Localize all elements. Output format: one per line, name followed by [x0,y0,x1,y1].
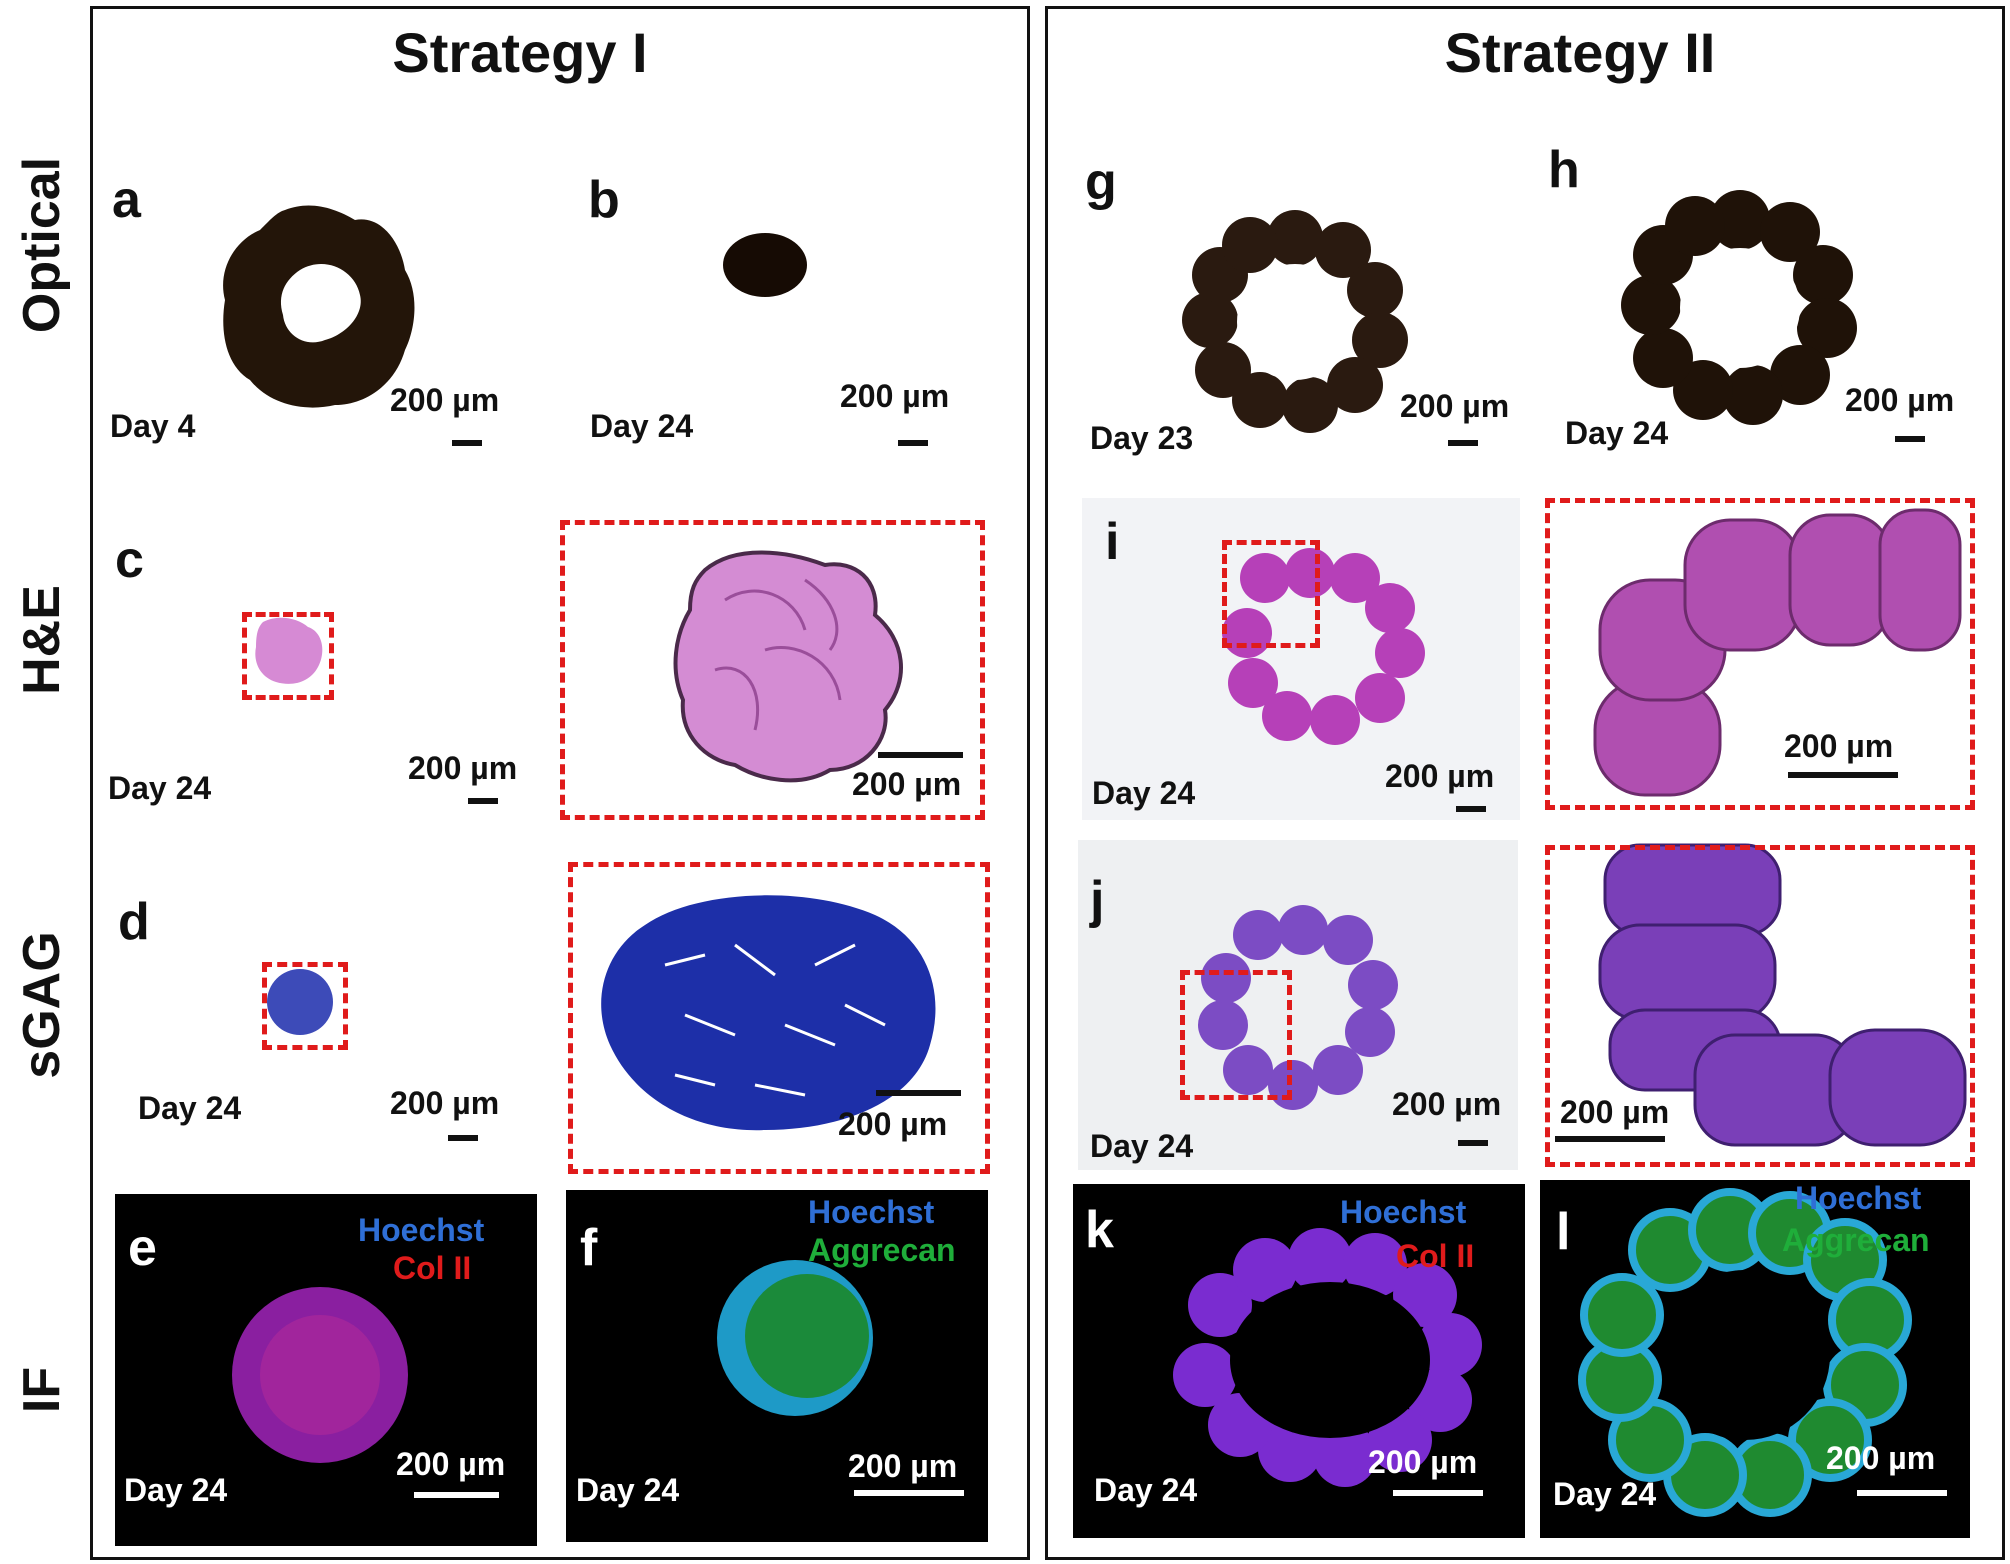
panel-d-scalebar [448,1135,478,1141]
panel-j-zoom-scale-label: 200 µm [1560,1094,1670,1130]
row-label-sgag: sGAG [13,931,71,1079]
panel-j-zoom-image [1598,843,1967,1147]
panel-a-scalebar [452,440,482,446]
panel-l-letter: l [1556,1203,1571,1261]
panel-k-scale-label: 200 µm [1368,1444,1478,1480]
panel-d-scale-label: 200 µm [390,1085,500,1121]
panel-l-scale-label: 200 µm [1826,1440,1936,1476]
panel-d-zoom-scale-label: 200 µm [838,1106,948,1142]
panel-c-zoom-scale-label: 200 µm [852,766,962,802]
panel-h-letter: h [1548,141,1580,199]
panel-g-scalebar [1448,440,1478,446]
panel-b-letter: b [588,171,620,229]
panel-f-scale-label: 200 µm [848,1448,958,1484]
panel-g-image [1182,210,1408,433]
panel-f-stain-aggrecan: Aggrecan [808,1232,956,1268]
panel-k-image [1173,1228,1482,1487]
panel-d-zoom-scalebar [876,1090,961,1096]
panel-d-letter: d [118,893,150,951]
panel-e-stain-col-ii: Col II [393,1250,472,1286]
panel-e-day: Day 24 [124,1472,228,1508]
panel-l-day: Day 24 [1553,1476,1657,1512]
panel-i-scalebar [1456,806,1486,812]
panel-c-scale-label: 200 µm [408,750,518,786]
panel-j-day: Day 24 [1090,1128,1194,1164]
panel-a-image [223,205,415,408]
panel-d-image [267,969,333,1035]
panel-l-stain-aggrecan: Aggrecan [1782,1222,1930,1258]
panel-c-day: Day 24 [108,770,212,806]
panel-c-letter: c [115,531,144,589]
panel-j-letter: j [1090,871,1105,929]
panel-c-image [255,617,323,684]
panel-j-selection-box [1180,970,1292,1100]
panel-e-image [232,1287,408,1463]
panel-l-stain-hoechst: Hoechst [1795,1180,1922,1216]
panel-j-scalebar [1458,1140,1488,1146]
panel-e-letter: e [128,1219,157,1277]
panel-c-zoom-scalebar [878,752,963,758]
strategy-two-title: Strategy II [1444,21,1716,84]
panel-g-scale-label: 200 µm [1400,388,1510,424]
panel-f-stain-hoechst: Hoechst [808,1194,935,1230]
panel-i-zoom-image [1593,508,1962,797]
panel-e-scalebar [414,1492,499,1498]
panel-c-zoom-image [673,550,903,783]
panel-i-zoom-scalebar [1788,772,1898,778]
panel-b-day: Day 24 [590,408,694,444]
panel-i-selection-box [1222,540,1320,648]
panel-k-scalebar [1393,1490,1483,1496]
panel-b-scalebar [898,440,928,446]
panel-d-selection-box [262,962,348,1050]
panel-b-scale-label: 200 µm [840,378,950,414]
panel-c-selection-box [242,612,334,700]
panel-j-scale-label: 200 µm [1392,1086,1502,1122]
panel-i-zoom-box [1545,498,1975,810]
panel-e-stain-hoechst: Hoechst [358,1212,485,1248]
panel-c-scalebar [468,798,498,804]
panel-i-day: Day 24 [1092,775,1196,811]
panel-f-letter: f [580,1219,598,1277]
panel-f-day: Day 24 [576,1472,680,1508]
panel-i-zoom-scale-label: 200 µm [1784,728,1894,764]
panel-h-scalebar [1895,436,1925,442]
strategy-one-title: Strategy I [392,21,648,84]
panel-k-stain-col-ii: Col II [1396,1238,1475,1274]
panel-a-scale-label: 200 µm [390,382,500,418]
panel-b-image [723,233,807,297]
strategy-two-frame [1045,6,2005,1560]
panel-f-scalebar [854,1490,964,1496]
panel-d-day: Day 24 [138,1090,242,1126]
panel-a-letter: a [112,171,141,229]
panel-l-scalebar [1857,1490,1947,1496]
panel-k-day: Day 24 [1094,1472,1198,1508]
panel-i-scale-label: 200 µm [1385,758,1495,794]
panel-h-day: Day 24 [1565,415,1669,451]
panel-h-image [1621,190,1857,425]
panel-i-letter: i [1105,513,1120,571]
row-label-he: H&E [13,585,71,695]
panel-f-image [717,1260,873,1416]
panel-j-image [1198,905,1398,1110]
row-label-if: IF [13,1366,71,1414]
panel-j-zoom-scalebar [1555,1136,1665,1142]
panel-a-day: Day 4 [110,408,196,444]
panel-k-stain-hoechst: Hoechst [1340,1194,1467,1230]
row-label-optical: Optical [13,156,71,334]
panel-l-image [1578,1188,1912,1517]
panel-c-zoom-box [560,520,985,820]
panel-h-scale-label: 200 µm [1845,382,1955,418]
panel-k-letter: k [1085,1201,1114,1259]
panel-j-zoom-box [1545,845,1975,1167]
panel-d-zoom-image [601,895,936,1131]
panel-g-day: Day 23 [1090,420,1194,456]
panel-g-letter: g [1085,153,1117,211]
panel-e-scale-label: 200 µm [396,1446,506,1482]
panel-d-zoom-box [568,862,990,1174]
strategy-one-frame [90,6,1030,1560]
